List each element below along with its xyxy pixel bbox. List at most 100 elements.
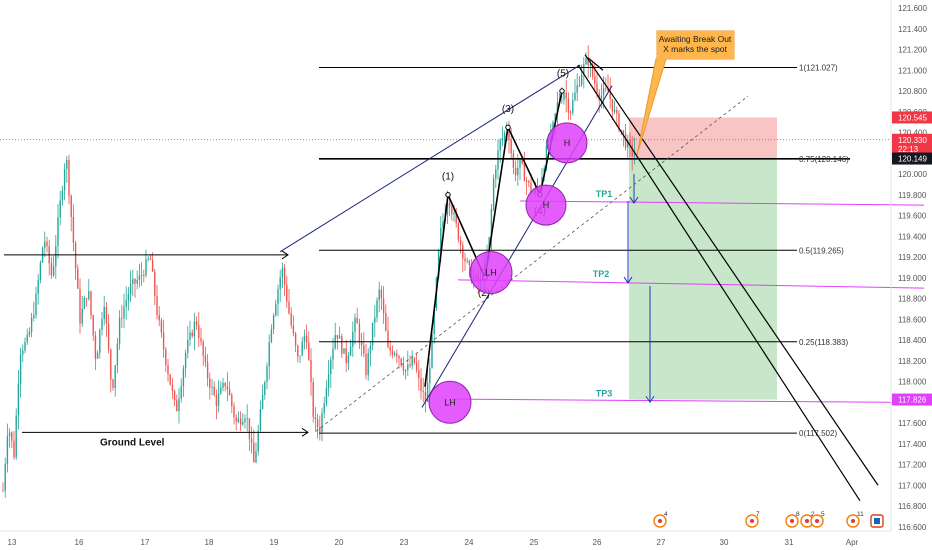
swing-circle[interactable] xyxy=(469,251,513,295)
candle-body xyxy=(261,395,264,410)
candle-body xyxy=(237,418,240,422)
flag-icon[interactable]: 5 xyxy=(810,511,825,528)
candle-body xyxy=(459,239,462,246)
x-tick-label: 23 xyxy=(400,538,409,547)
event-count: 5 xyxy=(821,511,825,518)
candle-body xyxy=(180,386,182,399)
candle-body xyxy=(609,90,611,100)
candle-body xyxy=(343,348,345,354)
candle-body xyxy=(499,140,501,151)
candle-body xyxy=(426,383,429,402)
fib-level-label: 0.75(120.146) xyxy=(799,155,849,164)
candle-body xyxy=(576,85,578,93)
candle-body xyxy=(613,109,616,112)
y-tick-label: 120.800 xyxy=(898,87,927,96)
downtrend-cap xyxy=(587,57,604,71)
candle-body xyxy=(74,242,77,269)
wave-label: (3) xyxy=(502,104,514,115)
candle-body xyxy=(107,323,110,350)
price-badge xyxy=(892,152,932,165)
candle-body xyxy=(519,158,521,168)
wave-label: (2) xyxy=(478,288,490,299)
arrow-head xyxy=(645,395,655,404)
candle-body xyxy=(231,395,233,407)
candle-body xyxy=(30,317,33,333)
candle-body xyxy=(151,259,154,272)
tp-label: TP1 xyxy=(596,189,613,199)
event-icons[interactable]: 4 7 8 2 5 11 xyxy=(653,511,884,528)
swing-circle[interactable] xyxy=(428,380,472,424)
candle-body xyxy=(28,332,31,335)
candle-body xyxy=(50,263,53,276)
candle-body xyxy=(99,329,101,353)
candle-body xyxy=(182,368,185,387)
callout-note: Awaiting Break Out X marks the spot xyxy=(636,30,735,156)
candle-body xyxy=(66,159,68,169)
candle-body xyxy=(437,250,440,278)
flag-icon[interactable]: 11 xyxy=(846,511,864,528)
swing-circle[interactable] xyxy=(525,184,567,226)
candle-body xyxy=(631,144,633,157)
wave-label: (1) xyxy=(442,171,454,182)
price-badge xyxy=(892,143,932,156)
candle-body xyxy=(523,163,526,182)
candle-body xyxy=(413,357,416,363)
swing-circle[interactable] xyxy=(546,122,588,164)
candle-body xyxy=(136,279,138,284)
candle-body xyxy=(145,259,147,276)
calendar-icon[interactable] xyxy=(870,514,884,528)
tp-line[interactable] xyxy=(519,200,925,206)
flag-icon[interactable]: 7 xyxy=(745,511,760,528)
channel-upper-line[interactable] xyxy=(279,64,581,253)
x-tick-label: 31 xyxy=(785,538,794,547)
candle-body xyxy=(380,289,383,299)
candle-body xyxy=(167,364,169,375)
candle-body xyxy=(204,355,207,363)
event-count: 2 xyxy=(811,511,815,518)
candle-body xyxy=(624,133,627,148)
tp-line[interactable] xyxy=(457,279,925,289)
candle-body xyxy=(528,181,530,183)
candle-body xyxy=(173,390,176,401)
candle-body xyxy=(567,98,570,113)
candle-body xyxy=(222,382,224,388)
candlestick-series xyxy=(2,45,636,498)
y-tick-label: 116.800 xyxy=(898,502,927,511)
candle-body xyxy=(602,88,605,96)
candle-body xyxy=(70,195,72,217)
candle-body xyxy=(105,306,108,324)
candle-body xyxy=(244,418,246,423)
y-tick-label: 119.600 xyxy=(898,212,927,221)
wave-node xyxy=(445,192,451,198)
flag-icon[interactable]: 4 xyxy=(653,511,668,528)
candle-body xyxy=(11,432,13,441)
candle-body xyxy=(68,159,70,196)
time-axis[interactable]: 13 16 17 18 19 20 23 24 25 26 27 30 31 Apr xyxy=(8,538,859,547)
candle-body xyxy=(149,258,152,260)
candle-body xyxy=(24,341,26,351)
x-tick-label: 25 xyxy=(530,538,539,547)
candle-body xyxy=(330,359,332,375)
price-badge xyxy=(892,393,932,406)
candle-body xyxy=(418,370,420,378)
wave-path[interactable] xyxy=(424,90,563,387)
candle-body xyxy=(288,301,290,314)
candle-body xyxy=(33,315,35,318)
candle-body xyxy=(129,283,132,295)
x-tick-label: 27 xyxy=(657,538,666,547)
ground-level-label: Ground Level xyxy=(100,437,165,448)
downtrend-line[interactable] xyxy=(584,54,879,486)
candle-body xyxy=(162,332,165,350)
candle-body xyxy=(382,298,385,314)
candle-body xyxy=(574,92,576,101)
swing-label: LH xyxy=(444,397,456,407)
candle-body xyxy=(393,353,396,355)
y-tick-label: 117.000 xyxy=(898,481,927,490)
candle-body xyxy=(514,167,517,176)
flag-icon[interactable]: 8 xyxy=(785,511,800,528)
downtrend-line[interactable] xyxy=(577,64,861,502)
tp-line[interactable] xyxy=(451,398,893,403)
event-count: 4 xyxy=(664,511,668,518)
